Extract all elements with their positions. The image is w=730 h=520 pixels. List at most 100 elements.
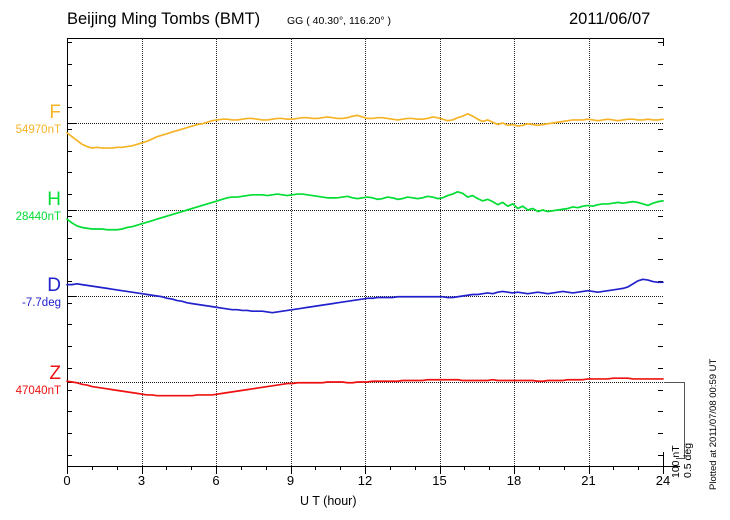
x-tick-19 [538, 466, 540, 470]
series-baseline-d: -7.7deg [21, 297, 61, 309]
scale-nt: 100 nT [670, 445, 682, 478]
series-symbol-f: F [49, 102, 61, 123]
x-tick-0 [67, 466, 68, 474]
series-label-h: H 28440nT [16, 190, 61, 224]
x-tick-label-9: 9 [286, 473, 295, 488]
x-tick-4 [166, 466, 168, 470]
right-axis-top-stub [663, 38, 664, 46]
x-tick-13 [389, 466, 391, 470]
baseline-f [67, 123, 663, 124]
y-tick-right [658, 455, 663, 456]
x-tick-24 [663, 466, 664, 474]
right-axis-bottom-stub [663, 452, 664, 467]
x-tick-20 [563, 466, 565, 470]
coord-value: ( 40.30°, 116.20° ) [306, 15, 391, 27]
series-baseline-f: 54970nT [15, 124, 61, 136]
x-tick-label-12: 12 [357, 473, 373, 488]
x-tick-10 [315, 466, 317, 470]
y-tick-baseline [67, 382, 76, 383]
y-tick-right [658, 324, 663, 325]
x-tick-label-24: 24 [655, 473, 671, 488]
gridline-hour-15 [439, 38, 441, 466]
geographic-coordinates: GG ( 40.30°, 116.20° ) [287, 15, 391, 27]
x-tick-14 [414, 466, 416, 470]
y-tick-right [658, 238, 663, 239]
series-symbol-d: D [47, 275, 61, 296]
gridline-hour-9 [290, 38, 292, 466]
x-tick-label-3: 3 [137, 473, 146, 488]
x-tick-label-0: 0 [63, 473, 71, 488]
series-baseline-h: 28440nT [15, 211, 61, 223]
y-tick-right [658, 281, 663, 282]
y-tick [67, 238, 72, 239]
y-tick-right [658, 151, 663, 152]
x-tick-23 [638, 466, 640, 470]
series-label-z: Z 47040nT [16, 364, 61, 398]
x-tick-16 [464, 466, 466, 470]
gridline-hour-12 [365, 38, 366, 466]
x-axis-title: U T (hour) [300, 494, 357, 508]
y-tick [67, 42, 72, 43]
x-tick-6 [216, 466, 217, 474]
y-tick [67, 324, 72, 325]
gridline-hour-21 [588, 38, 590, 466]
x-axis-line [67, 466, 680, 467]
x-tick-5 [191, 466, 193, 470]
y-tick-right [658, 172, 663, 173]
series-label-f: F 54970nT [16, 103, 61, 137]
y-tick-baseline [67, 123, 76, 124]
y-tick [67, 368, 72, 369]
y-tick [67, 433, 72, 434]
y-tick [67, 303, 72, 304]
x-tick-11 [340, 466, 342, 470]
x-tick-7 [240, 466, 242, 470]
y-tick-right [658, 129, 663, 130]
x-tick-1 [91, 466, 93, 470]
y-tick [67, 216, 72, 217]
y-tick-right [658, 85, 663, 86]
x-tick-3 [141, 466, 143, 474]
x-tick-12 [365, 466, 366, 474]
y-tick [67, 455, 72, 456]
x-tick-label-15: 15 [432, 473, 447, 488]
x-tick-9 [290, 466, 292, 474]
gridline-hour-18 [514, 38, 515, 466]
series-baseline-z: 47040nT [15, 385, 61, 397]
x-tick-15 [439, 466, 441, 474]
x-tick-label-21: 21 [581, 473, 596, 488]
baseline-z [67, 382, 663, 383]
x-tick-2 [116, 466, 118, 470]
y-tick-right [658, 346, 663, 347]
y-tick [67, 151, 72, 152]
scale-bar-top-tick [664, 382, 685, 383]
gridline-hour-6 [216, 38, 217, 466]
x-tick-17 [489, 466, 491, 470]
station-title: Beijing Ming Tombs (BMT) [67, 10, 261, 28]
baseline-h [67, 210, 663, 211]
y-tick [67, 107, 72, 108]
scale-bar-bottom-tick [676, 458, 685, 459]
y-tick [67, 390, 72, 391]
y-tick [67, 194, 72, 195]
y-tick-right [658, 259, 663, 260]
gridline-hour-3 [141, 38, 143, 466]
series-symbol-z: Z [49, 363, 61, 384]
x-tick-8 [265, 466, 267, 470]
y-tick-right [658, 42, 663, 43]
baseline-d [67, 296, 663, 297]
observation-date: 2011/06/07 [569, 10, 651, 28]
y-tick-right [658, 368, 663, 369]
x-tick-label-6: 6 [212, 473, 220, 488]
x-tick-21 [588, 466, 590, 474]
y-tick [67, 259, 72, 260]
scale-bar-label: 100 nT 0.5 deg [670, 398, 694, 478]
y-tick-right [658, 64, 663, 65]
y-tick-right [658, 411, 663, 412]
y-tick-right [658, 194, 663, 195]
series-symbol-h: H [47, 189, 61, 210]
y-tick [67, 346, 72, 347]
y-tick [67, 85, 72, 86]
x-tick-22 [613, 466, 615, 470]
y-tick [67, 129, 72, 130]
